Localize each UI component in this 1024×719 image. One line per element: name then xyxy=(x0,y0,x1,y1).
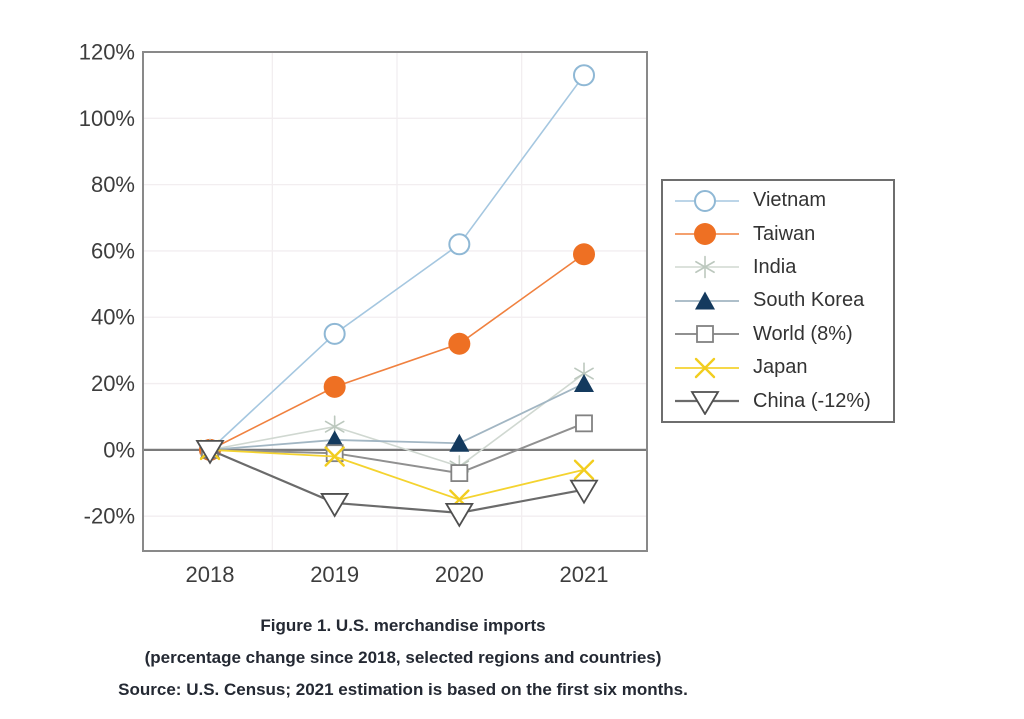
plot-border xyxy=(142,51,648,552)
series-line-japan xyxy=(209,448,585,501)
y-tick-label-80: 80% xyxy=(91,172,135,197)
legend-marker-japan xyxy=(675,357,739,378)
legend-item-vietnam: Vietnam xyxy=(673,184,893,217)
figure-caption: Figure 1. U.S. merchandise imports (perc… xyxy=(0,610,806,706)
legend-label-world-8: World (8%) xyxy=(753,322,853,345)
caption-subtitle: (percentage change since 2018, selected … xyxy=(144,648,662,667)
series-line-world-8 xyxy=(209,422,585,475)
legend-item-india: India xyxy=(673,251,893,284)
series-line-china-12 xyxy=(209,448,585,514)
marker-taiwan-2019 xyxy=(323,375,346,398)
line-chart-plot: 120% 100% 80% 60% 40% 20% 0% -20% 2018 2019 2020 20… xyxy=(79,40,648,587)
marker-triangle-filled xyxy=(695,291,715,310)
marker-asterisk xyxy=(695,256,715,279)
marker-world-8-2020 xyxy=(450,464,469,482)
x-tick-label-2019: 2019 xyxy=(310,562,359,587)
x-tick-label-2020: 2020 xyxy=(435,562,484,587)
legend-marker-china-12 xyxy=(675,391,739,416)
y-tick-label-60: 60% xyxy=(91,238,135,263)
marker-circle-open xyxy=(694,189,716,212)
marker-world-8-2021 xyxy=(575,414,593,433)
marker-china-12-2018 xyxy=(195,439,225,465)
marker-japan-2019 xyxy=(324,446,345,467)
legend-label-south-korea: South Korea xyxy=(753,289,865,312)
y-tick-label-20: 20% xyxy=(91,371,135,396)
legend-marker-south-korea xyxy=(675,291,739,310)
marker-circle-filled xyxy=(694,223,716,246)
marker-taiwan-2020 xyxy=(448,332,471,355)
legend-marker-vietnam xyxy=(675,189,739,212)
marker-square-open xyxy=(696,325,714,344)
legend-marker-taiwan xyxy=(675,223,739,246)
marker-south-korea-2019 xyxy=(324,430,345,449)
legend-label-taiwan: Taiwan xyxy=(753,222,816,245)
marker-south-korea-2021 xyxy=(574,374,594,393)
marker-x xyxy=(694,357,716,378)
chart-legend: Vietnam Taiwan India South Korea World (8%) J… xyxy=(661,179,895,423)
legend-item-world-8: World (8%) xyxy=(673,318,893,351)
series-line-vietnam xyxy=(209,74,585,451)
x-tick-label-2018: 2018 xyxy=(186,562,235,587)
marker-china-12-2019 xyxy=(320,493,350,518)
caption-source: Source: U.S. Census; 2021 estimation is … xyxy=(118,680,688,699)
marker-triangle-down-open xyxy=(690,391,720,416)
series-line-south-korea xyxy=(209,382,585,451)
marker-taiwan-2021 xyxy=(573,243,595,266)
marker-vietnam-2021 xyxy=(573,64,595,87)
legend-item-china-12: China (-12%) xyxy=(673,384,893,417)
marker-vietnam-2020 xyxy=(448,233,471,256)
marker-japan-2021 xyxy=(573,459,595,480)
caption-title: Figure 1. U.S. merchandise imports xyxy=(260,616,546,635)
series-line-taiwan xyxy=(209,253,585,451)
marker-china-12-2020 xyxy=(444,502,474,528)
marker-china-12-2021 xyxy=(569,479,599,505)
legend-item-south-korea: South Korea xyxy=(673,284,893,317)
x-tick-label-2021: 2021 xyxy=(560,562,609,587)
legend-label-vietnam: Vietnam xyxy=(753,189,827,212)
y-tick-label-120: 120% xyxy=(79,40,135,65)
y-tick-label-0: 0% xyxy=(103,437,135,462)
legend-item-japan: Japan xyxy=(673,351,893,384)
legend-label-japan: Japan xyxy=(753,356,808,379)
legend-item-taiwan: Taiwan xyxy=(673,217,893,250)
legend-label-india: India xyxy=(753,255,797,278)
legend-marker-world-8 xyxy=(675,325,739,344)
y-tick-label-100: 100% xyxy=(79,106,135,131)
marker-south-korea-2020 xyxy=(449,433,470,452)
series-line-india xyxy=(209,372,585,468)
marker-vietnam-2019 xyxy=(323,322,346,345)
legend-label-china-12: China (-12%) xyxy=(753,389,871,412)
y-tick-label-20: -20% xyxy=(84,504,135,529)
y-tick-label-40: 40% xyxy=(91,305,135,330)
legend-marker-india xyxy=(675,256,739,279)
